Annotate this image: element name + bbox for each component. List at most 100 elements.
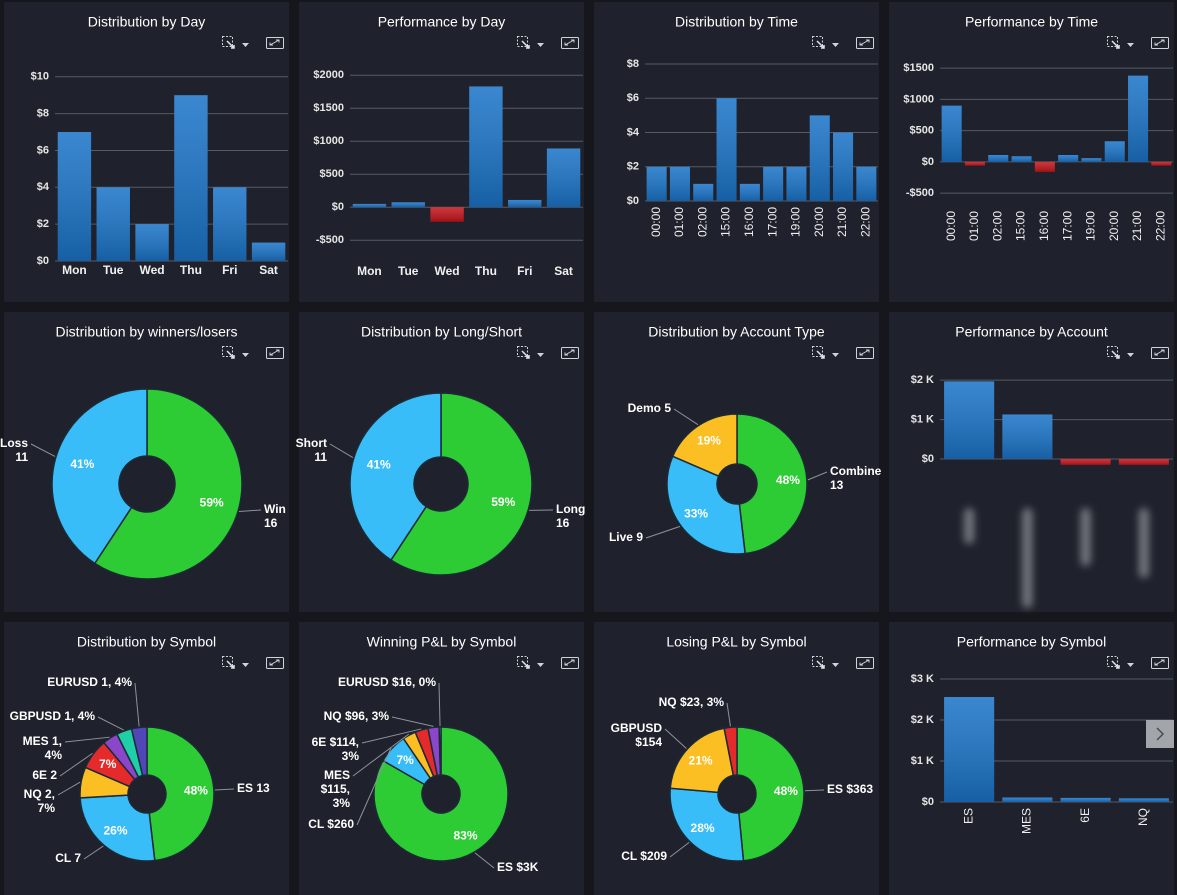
- slice-label-line: MES 1,: [23, 734, 62, 748]
- icon: [1151, 37, 1169, 49]
- chart-title: Performance by Symbol: [957, 634, 1106, 650]
- icon: [859, 659, 870, 666]
- slice-label-line: Short: [296, 436, 327, 450]
- bar-shade: [1151, 161, 1172, 166]
- expand-button[interactable]: [561, 347, 579, 359]
- icon: [537, 43, 544, 47]
- bar-shade: [763, 166, 784, 201]
- slice: [669, 727, 735, 794]
- chart-title: Performance by Account: [955, 324, 1108, 340]
- icon: [832, 353, 839, 357]
- expand-button[interactable]: [561, 37, 579, 49]
- x-tick-label: Fri: [517, 264, 532, 278]
- expand-button[interactable]: [856, 657, 874, 669]
- leader-line: [669, 841, 690, 858]
- y-tick-label: $4: [627, 126, 640, 138]
- x-tick-label: Tue: [103, 263, 124, 277]
- y-tick-label: $2 K: [911, 714, 934, 726]
- select-tool[interactable]: [1107, 36, 1135, 49]
- x-tick-label: Wed: [140, 263, 165, 277]
- expand-button[interactable]: [1151, 347, 1169, 359]
- bar-shade: [1060, 458, 1111, 465]
- x-tick-label: Mon: [357, 264, 382, 278]
- select-tool[interactable]: [222, 656, 250, 669]
- select-tool[interactable]: [517, 346, 545, 359]
- slice: [51, 388, 148, 565]
- chart-title: Distribution by Day: [88, 14, 206, 30]
- select-tool[interactable]: [517, 656, 545, 669]
- select-tool[interactable]: [1107, 656, 1135, 669]
- y-tick-label: $2: [37, 218, 49, 230]
- bar-shade: [469, 86, 503, 208]
- icon: [832, 43, 839, 47]
- select-tool[interactable]: [222, 36, 250, 49]
- select-tool[interactable]: [1107, 346, 1135, 359]
- slice: [671, 413, 738, 478]
- expand-button[interactable]: [561, 657, 579, 669]
- icon: [859, 39, 870, 46]
- y-tick-label: $10: [31, 71, 49, 83]
- icon: [266, 657, 284, 669]
- leader-line: [329, 443, 354, 459]
- blurred-label: [964, 508, 975, 544]
- icon: [1111, 40, 1120, 49]
- expand-button[interactable]: [266, 37, 284, 49]
- expand-button[interactable]: [856, 37, 874, 49]
- bar-shade: [174, 95, 208, 262]
- icon: [242, 43, 249, 47]
- x-tick-label: 20:00: [1107, 211, 1121, 241]
- select-tool[interactable]: [517, 36, 545, 49]
- slice-percent: 48%: [774, 784, 798, 798]
- leader-line: [645, 525, 681, 539]
- select-tool[interactable]: [222, 346, 250, 359]
- bar-shade: [352, 203, 387, 208]
- slice-label-line: Combine: [830, 464, 882, 478]
- expand-button[interactable]: [1151, 37, 1169, 49]
- slice-percent: 33%: [684, 507, 708, 521]
- icon: [812, 656, 823, 667]
- expand-button[interactable]: [266, 657, 284, 669]
- bar-shade: [1128, 75, 1149, 162]
- icon: [1111, 660, 1120, 669]
- slice-label-line: MES: [324, 768, 350, 782]
- select-tool[interactable]: [812, 36, 840, 49]
- slice-label: Long 16: [556, 502, 585, 530]
- bar-shade: [391, 202, 425, 208]
- next-button[interactable]: [1146, 720, 1174, 748]
- chart-title: Distribution by Symbol: [77, 634, 216, 650]
- chevron: [1156, 727, 1165, 741]
- y-tick-label: $8: [627, 58, 639, 70]
- x-tick-label: MES: [1020, 808, 1034, 834]
- slice-label-line: CL 7: [55, 851, 81, 865]
- x-tick-label: 21:00: [1130, 211, 1144, 241]
- y-tick-label: $0: [922, 453, 934, 465]
- x-tick-label: 6E: [1078, 808, 1092, 823]
- chart-panel: Performance by Symbol $0 $1 K $2 K $3 K ES MES…: [889, 622, 1174, 895]
- select-tool[interactable]: [812, 346, 840, 359]
- select-tool[interactable]: [812, 656, 840, 669]
- y-tick-label: $2000: [313, 69, 344, 81]
- expand-button[interactable]: [266, 347, 284, 359]
- panel-background: [299, 2, 584, 302]
- x-tick-label: 17:00: [765, 207, 779, 237]
- x-tick-label: 17:00: [1060, 211, 1074, 241]
- chart-title: Distribution by Account Type: [648, 324, 825, 340]
- leader-line: [64, 736, 110, 743]
- slice-label: Win 16: [264, 502, 286, 530]
- slice-label: Loss 11: [0, 436, 28, 464]
- icon: [812, 346, 823, 357]
- blurred-label: [1080, 508, 1091, 566]
- chart-panel: Distribution by Symbol 48% ES 13 26% CL 7 NQ …: [4, 622, 289, 895]
- icon: [269, 349, 280, 356]
- chart-panel: Distribution by Day $0 $2 $4 $6 $8 $10 Mon Tue We…: [4, 2, 289, 302]
- icon: [537, 663, 544, 667]
- slice-percent: 7%: [99, 757, 117, 771]
- slice-label-line: EURUSD $16, 0%: [338, 675, 436, 689]
- y-tick-label: $1000: [903, 93, 934, 105]
- expand-button[interactable]: [1151, 657, 1169, 669]
- expand-button[interactable]: [856, 347, 874, 359]
- chart-title: Distribution by winners/losers: [55, 324, 237, 340]
- icon: [266, 37, 284, 49]
- y-tick-label: $4: [37, 181, 50, 193]
- slice-label-line: Win: [264, 502, 286, 516]
